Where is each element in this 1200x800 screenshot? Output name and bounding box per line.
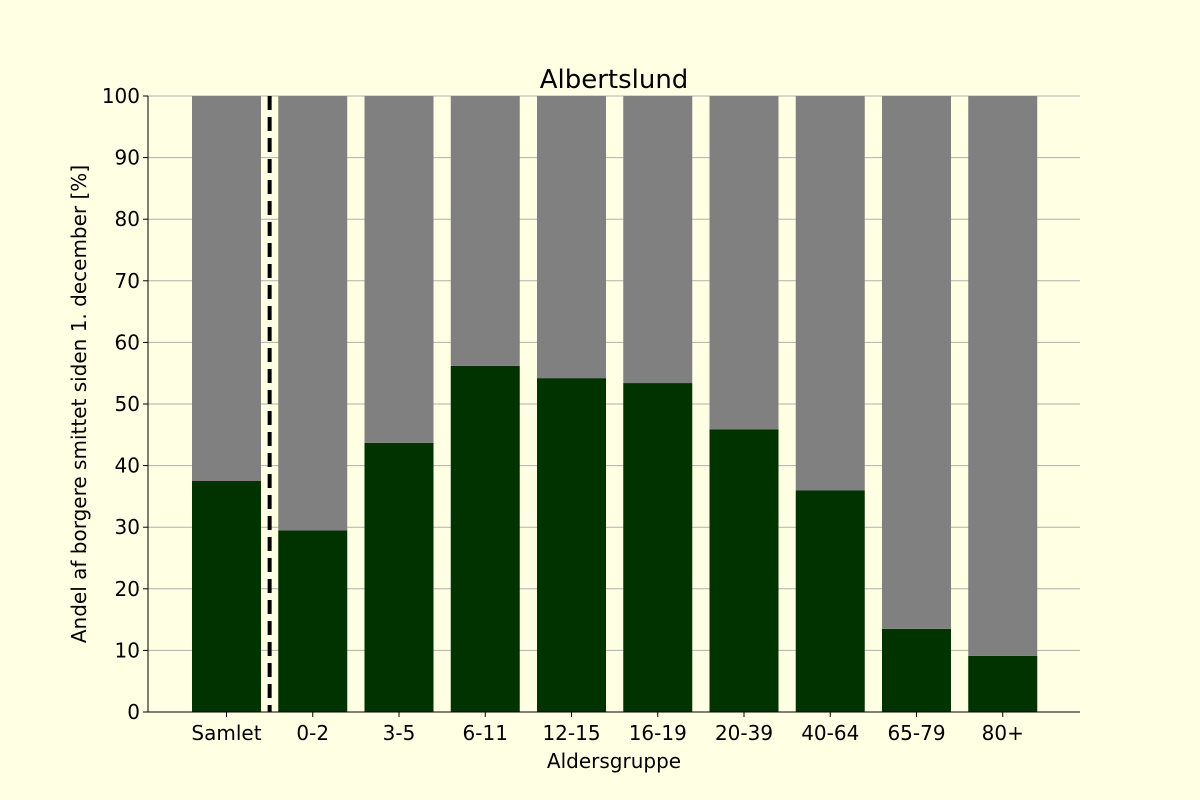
y-tick-label: 0 <box>127 700 140 724</box>
bar-remainder <box>709 96 779 430</box>
y-tick-label: 90 <box>115 146 140 170</box>
x-tick-label: 6-11 <box>463 721 508 745</box>
bar-remainder <box>364 96 434 443</box>
x-tick-label: 40-64 <box>801 721 859 745</box>
bar-infected <box>364 442 434 712</box>
bar-infected <box>882 628 951 712</box>
bar-infected <box>278 530 348 712</box>
y-tick-label: 60 <box>115 330 140 354</box>
bar-infected <box>537 378 606 712</box>
x-tick-label: 80+ <box>982 721 1024 745</box>
bar-remainder <box>537 96 606 379</box>
bar-remainder <box>450 96 520 366</box>
chart-title: Albertslund <box>540 65 689 95</box>
y-tick-label: 10 <box>115 638 140 662</box>
bar-infected <box>192 481 261 712</box>
x-tick-label: 12-15 <box>542 721 600 745</box>
bar-infected <box>450 365 520 712</box>
x-tick-label: 65-79 <box>887 721 945 745</box>
bar-infected <box>623 383 693 712</box>
bar-infected <box>968 655 1038 712</box>
axes: 0 10 20 30 40 50 60 70 80 90 100 Samlet 0-2 3-5 6-11 12… <box>102 84 1080 745</box>
y-tick-label: 80 <box>115 207 140 231</box>
y-axis-label: Andel af borgere smittet siden 1. decemb… <box>67 165 91 643</box>
y-tick-label: 40 <box>115 454 140 478</box>
bars <box>192 96 1038 712</box>
bar-infected <box>795 490 865 712</box>
bar-infected <box>709 429 779 712</box>
y-tick-label: 70 <box>115 269 140 293</box>
x-tick-label: 3-5 <box>383 721 416 745</box>
bar-remainder <box>192 96 261 481</box>
y-tick-label: 20 <box>115 577 140 601</box>
bar-remainder <box>795 96 865 491</box>
x-tick-label: 0-2 <box>296 721 329 745</box>
bar-remainder <box>623 96 693 384</box>
x-tick-label: Samlet <box>191 721 261 745</box>
x-tick-label: 16-19 <box>629 721 687 745</box>
y-tick-label: 50 <box>115 392 140 416</box>
bar-remainder <box>882 96 951 629</box>
bar-remainder <box>278 96 348 531</box>
x-axis-label: Aldersgruppe <box>547 749 681 773</box>
y-tick-label: 100 <box>102 84 140 108</box>
x-tick-label: 20-39 <box>715 721 773 745</box>
y-tick-label: 30 <box>115 515 140 539</box>
bar-remainder <box>968 96 1038 656</box>
